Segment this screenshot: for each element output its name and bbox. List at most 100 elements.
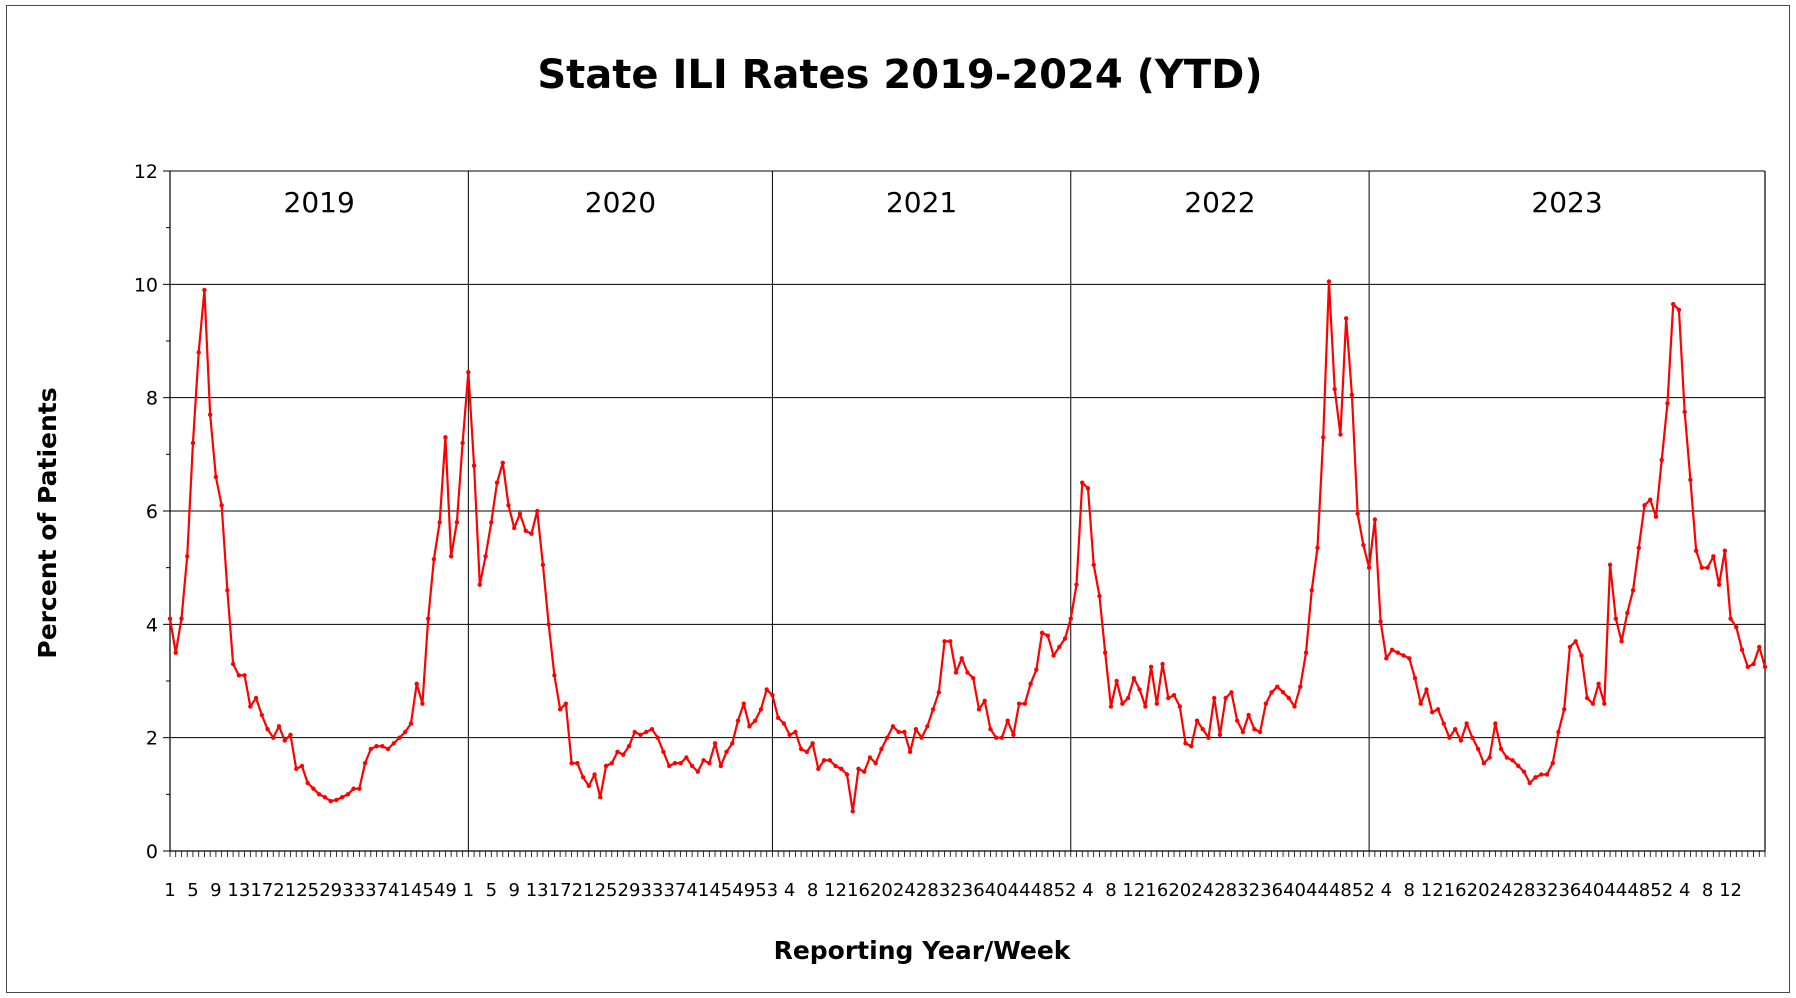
data-point [1189,743,1194,749]
season-label: 2020 [585,186,656,219]
x-tick-label: 36 [1260,880,1283,901]
data-point [529,531,534,536]
data-point [1212,695,1217,701]
y-tick-label: 8 [146,388,158,410]
data-point [328,798,333,804]
data-point [770,692,775,698]
data-point [1642,503,1647,508]
data-point [276,724,282,729]
data-point [1372,517,1378,522]
x-tick-label: 45 [709,880,732,901]
data-point [1475,746,1481,752]
data-point [1160,661,1165,667]
data-point [1217,732,1223,738]
data-point [1102,650,1108,655]
x-tick-label: 48 [1031,880,1054,901]
data-point [1252,726,1257,732]
data-point [781,721,787,726]
data-point [1493,721,1498,726]
x-tick-label: 52 [1352,880,1375,901]
data-point [1097,593,1102,599]
data-point [775,715,781,721]
x-tick-label: 8 [1404,880,1415,901]
x-tick-label: 36 [962,880,985,901]
data-point [425,616,431,621]
x-tick-label: 16 [1145,880,1168,901]
data-point [207,412,213,417]
data-point [626,743,632,749]
data-point [1183,741,1188,746]
x-axis-title: Reporting Year/Week [774,936,1072,965]
data-point [1516,763,1521,769]
data-point [1498,746,1504,752]
x-tick-label: 13 [526,880,549,901]
data-point [753,718,758,723]
data-point [420,701,425,706]
data-point [575,760,580,766]
data-point [1561,707,1567,712]
data-point [1665,401,1670,406]
data-point [1504,755,1510,760]
data-point [993,735,999,740]
data-point [1349,392,1355,398]
data-point [609,760,614,766]
data-point [1343,316,1349,321]
x-tick-label: 12 [824,880,847,901]
data-point [936,690,942,695]
data-point [557,707,563,712]
data-point [1607,562,1613,568]
season-label: 2019 [284,186,355,219]
data-point [959,656,964,661]
y-tick-label: 0 [146,841,158,863]
data-point [1430,709,1435,715]
data-point [185,554,190,559]
data-point [1286,695,1291,701]
data-point [1693,548,1699,553]
data-point [793,729,798,735]
data-point [1573,639,1578,644]
x-tick-label: 48 [1329,880,1352,901]
data-point [695,769,701,774]
data-point [236,673,242,678]
x-tick-label: 53 [755,880,778,901]
gridlines [170,170,1765,739]
data-point [638,732,643,738]
data-point [1533,775,1538,780]
data-point [1280,690,1286,695]
x-tick-label: 21 [572,880,595,901]
data-point [1200,726,1205,732]
data-point [1716,582,1722,587]
data-point [1739,647,1745,653]
data-point [1659,457,1664,463]
data-point [1223,695,1228,701]
x-tick-label: 8 [1105,880,1116,901]
data-point [1389,647,1395,653]
data-point [552,673,557,678]
data-point [1745,664,1750,670]
data-point [374,743,379,749]
data-point [1728,616,1733,621]
x-tick-label: 4 [1082,880,1093,901]
x-tick-label: 49 [732,880,755,901]
data-point [850,809,855,814]
data-point [1556,729,1561,735]
data-point [580,775,586,780]
data-point [1131,675,1137,681]
x-tick-label: 29 [319,880,342,901]
data-point [437,520,442,525]
x-tick-label: 28 [1513,880,1536,901]
data-point [271,735,276,740]
data-point [173,650,178,655]
data-point [1401,653,1406,658]
data-point [701,758,706,763]
data-point [592,772,597,777]
data-point [1275,684,1280,689]
data-point [1085,486,1091,491]
data-point [1579,653,1584,658]
y-axis-title: Percent of Patients [33,387,62,658]
data-point [833,763,838,769]
data-point [408,721,414,726]
data-point [517,511,523,517]
data-point [661,749,666,755]
data-point [1602,701,1607,706]
